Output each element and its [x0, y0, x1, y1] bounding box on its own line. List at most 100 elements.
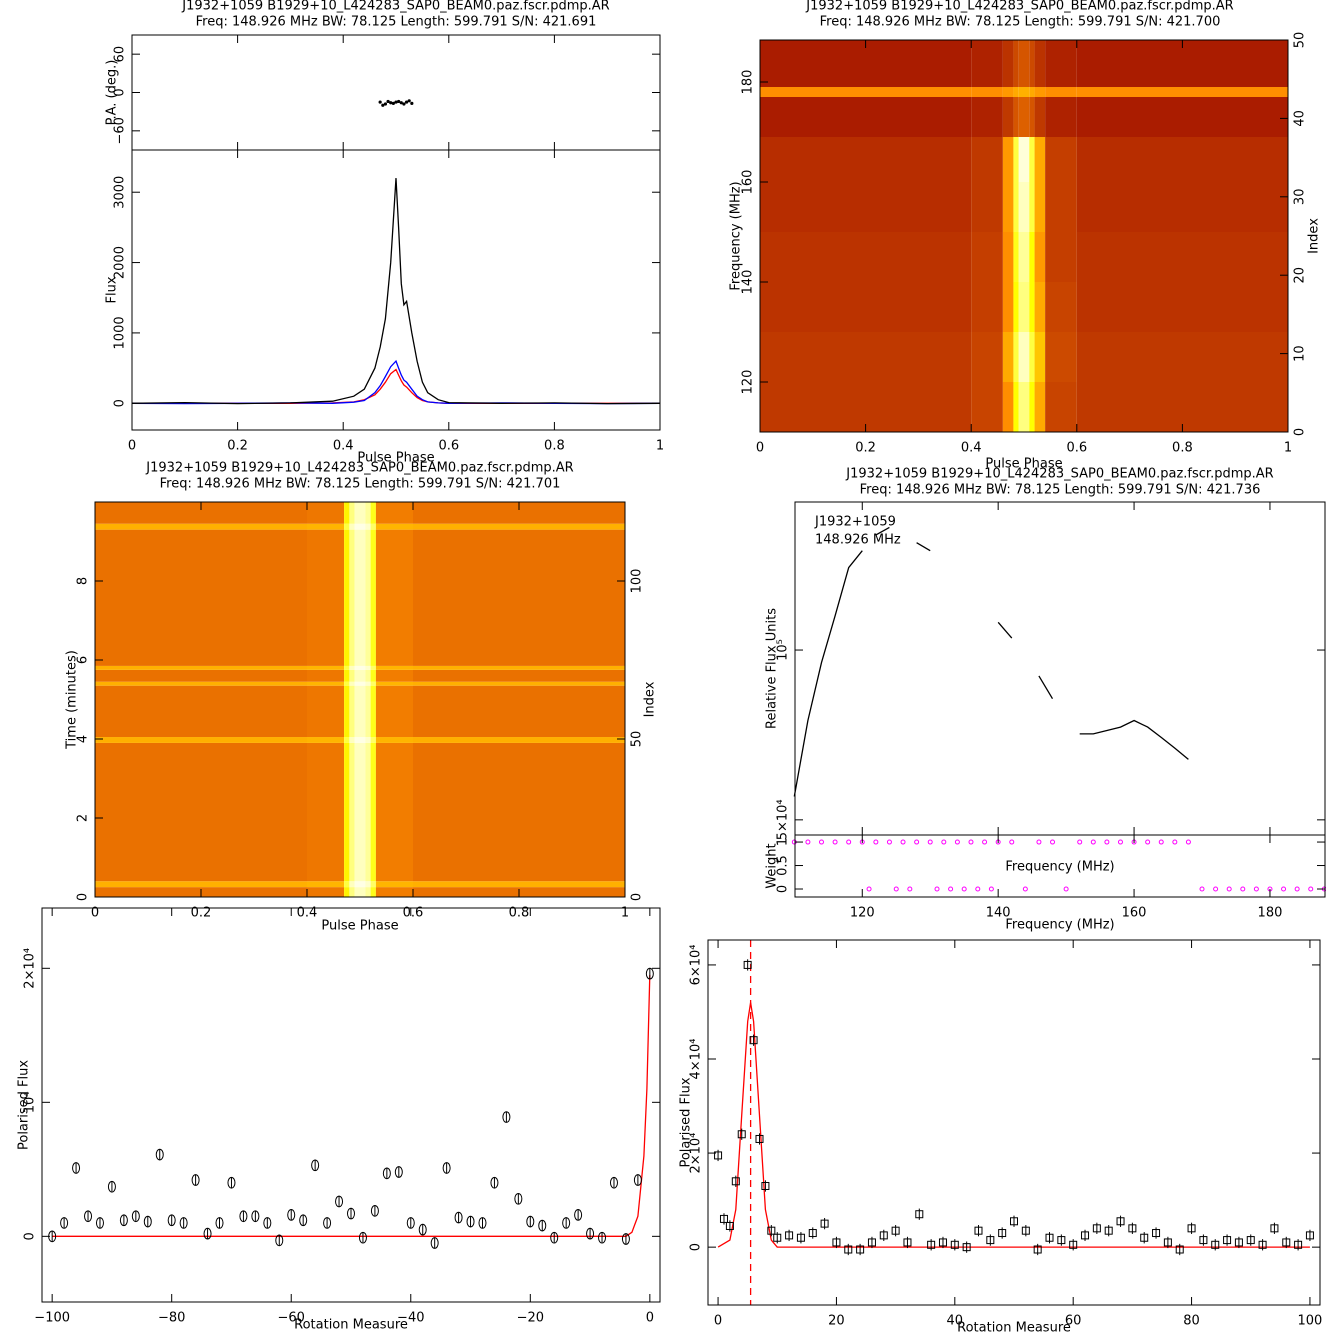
pa-point	[381, 103, 385, 107]
x-tick-label: 0	[714, 1314, 722, 1329]
heatmap-cell	[1045, 332, 1077, 382]
weight-point	[900, 839, 906, 845]
heatmap-cell	[413, 665, 625, 670]
heatmap-cell	[375, 669, 413, 682]
y2-tick-label: 20	[1293, 267, 1308, 284]
rm-point	[323, 1217, 332, 1229]
rm-point	[466, 1215, 475, 1228]
x-tick-label: 120	[850, 906, 875, 921]
heatmap-cell	[344, 529, 350, 666]
y-tick-label: 1000	[113, 316, 128, 349]
rm-point	[773, 1233, 782, 1242]
y-tick-label: −60	[113, 117, 128, 144]
series-line	[1079, 719, 1189, 760]
y-tick-label: 2000	[113, 246, 128, 279]
heatmap-cell	[370, 887, 376, 897]
rm-point	[370, 1205, 379, 1217]
rm-point	[1187, 1224, 1196, 1233]
heatmap-cell	[1076, 137, 1288, 182]
heatmap-cell	[370, 665, 376, 670]
y-tick-label: 4×10⁴	[689, 1039, 704, 1080]
y-axis-label: Polarised Flux	[679, 1077, 694, 1167]
heatmap-cell	[1029, 382, 1035, 432]
x-axis-label: Pulse Phase	[985, 457, 1062, 472]
x-tick-label: 1	[1284, 441, 1292, 456]
heatmap-cell	[370, 881, 376, 888]
heatmap-cell	[1018, 182, 1024, 232]
heatmap-cell	[1018, 97, 1024, 137]
x-tick-label: 1	[656, 439, 664, 454]
rm-point	[927, 1240, 936, 1249]
pa-point	[407, 99, 411, 103]
y-axis-label: Flux	[105, 276, 120, 303]
heatmap-cell	[1029, 97, 1035, 137]
heatmap-cell	[307, 502, 345, 524]
rm-point	[1211, 1240, 1220, 1249]
heatmap-cell	[1018, 40, 1024, 87]
heatmap-cell	[1076, 182, 1288, 232]
rm-point	[1234, 1238, 1243, 1247]
rm-point	[1116, 1217, 1125, 1226]
heatmap-cell	[413, 881, 625, 888]
rm-point	[891, 1226, 900, 1235]
y2-tick-label: 0	[1293, 428, 1308, 436]
weight-point	[1226, 886, 1232, 892]
x-tick-label: 0.6	[403, 906, 424, 921]
y-tick-label: 120	[741, 370, 756, 395]
rm-point	[986, 1236, 995, 1245]
x-tick-label: 80	[1183, 1314, 1200, 1329]
heatmap-cell	[360, 881, 366, 888]
heatmap-cell	[1002, 332, 1014, 382]
x-tick-label: 0.6	[1066, 441, 1087, 456]
rm-point	[406, 1217, 415, 1229]
x-tick-label: 1	[621, 906, 629, 921]
heatmap-cell	[365, 737, 371, 743]
heatmap-cell	[344, 681, 350, 686]
heatmap-cell	[375, 742, 413, 882]
heatmap-cell	[370, 529, 376, 666]
heatmap-cell	[1045, 382, 1077, 432]
rm-point	[844, 1245, 853, 1254]
weight-point	[1253, 886, 1259, 892]
heatmap-cell	[365, 502, 371, 524]
rm-point	[755, 1134, 764, 1143]
heatmap-cell	[760, 87, 972, 97]
series-line	[793, 550, 863, 797]
series-line	[875, 526, 890, 536]
y-axis-label: Relative Flux Units	[765, 608, 780, 729]
heatmap-cell	[1029, 232, 1035, 282]
heatmap-cell	[1076, 332, 1288, 382]
y-tick-label: 10⁴	[23, 1091, 38, 1113]
rm-point	[335, 1195, 344, 1208]
rm-point	[215, 1217, 224, 1229]
heatmap-cell	[413, 669, 625, 682]
heatmap-cell	[360, 742, 366, 882]
rm-point	[938, 1238, 947, 1247]
pa-point	[391, 101, 395, 105]
heatmap-cell	[971, 182, 1003, 232]
rm-point	[311, 1159, 320, 1172]
chart-title: J1932+1059 B1929+10_L424283_SAP0_BEAM0.p…	[845, 467, 1273, 482]
x-axis-label: Rotation Measure	[957, 1321, 1071, 1335]
rm-point	[743, 960, 752, 969]
heatmap-cell	[354, 742, 360, 882]
x-tick-label: −80	[158, 1311, 185, 1326]
heatmap-cell	[344, 887, 350, 897]
heatmap-cell	[760, 332, 972, 382]
heatmap-cell	[1045, 87, 1077, 97]
x-tick-label: 0.8	[544, 439, 565, 454]
rm-point	[767, 1226, 776, 1235]
weight-point	[1308, 886, 1314, 892]
x-tick-label: 160	[1122, 906, 1147, 921]
x-tick-label: 0.4	[333, 439, 354, 454]
y-tick-label: 0	[76, 893, 91, 901]
weight-point	[1090, 839, 1096, 845]
x-tick-label: −40	[397, 1311, 424, 1326]
heatmap-cell	[375, 685, 413, 738]
heatmap-cell	[365, 742, 371, 882]
y2-tick-label: 100	[630, 569, 645, 594]
heatmap-cell	[344, 523, 350, 530]
heatmap-cell	[1029, 40, 1035, 87]
x-tick-label: 0.8	[1172, 441, 1193, 456]
heatmap-cell	[1002, 137, 1014, 182]
